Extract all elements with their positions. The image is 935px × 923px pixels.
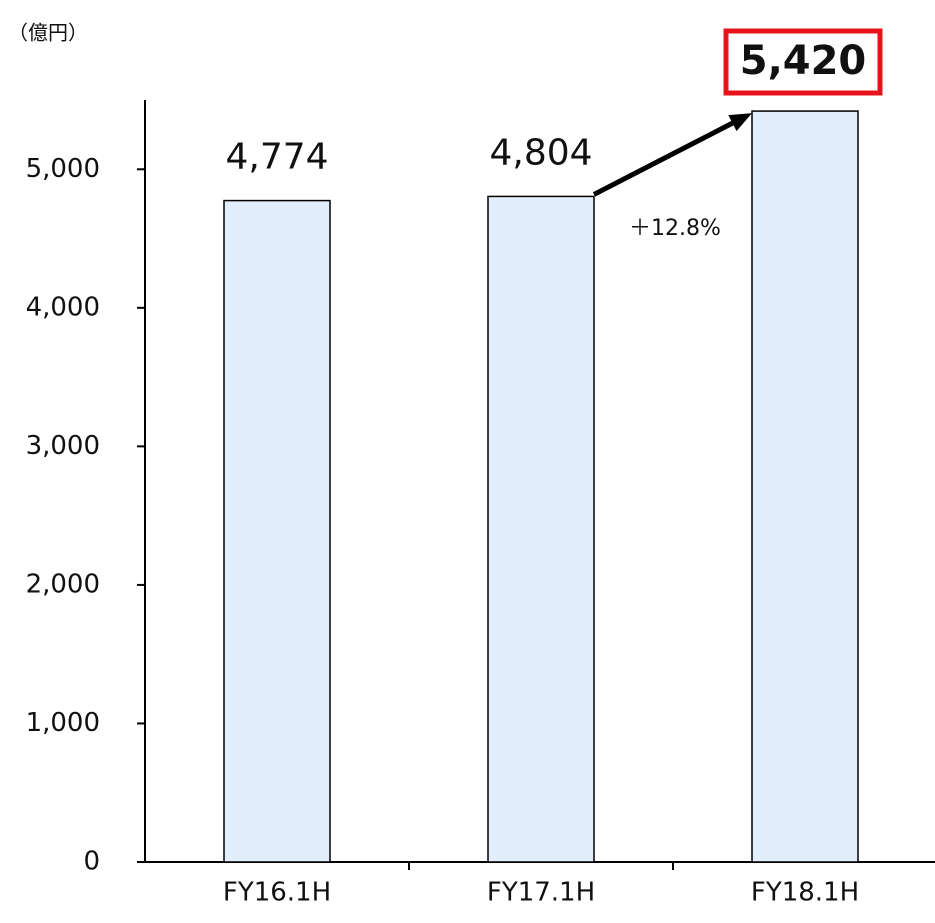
growth-arrow xyxy=(592,120,734,197)
bar xyxy=(223,199,331,863)
arrow-head xyxy=(728,113,752,132)
value-label: 4,774 xyxy=(225,137,328,178)
value-label: 4,804 xyxy=(489,132,592,173)
x-tick-label: FY18.1H xyxy=(751,878,859,908)
unit-label: （億円） xyxy=(8,21,88,45)
bar xyxy=(487,195,595,863)
y-tick-label: 1,000 xyxy=(26,708,100,738)
y-tick-label: 5,000 xyxy=(26,154,100,184)
value-label: 5,420 xyxy=(740,38,867,84)
y-tick-label: 0 xyxy=(83,847,100,877)
bar xyxy=(751,110,859,863)
y-tick-label: 2,000 xyxy=(26,569,100,599)
y-tick-label: 3,000 xyxy=(26,431,100,461)
y-tick-label: 4,000 xyxy=(26,292,100,322)
growth-annotation: ＋12.8% xyxy=(629,216,721,241)
x-tick-label: FY17.1H xyxy=(487,878,595,908)
x-tick-label: FY16.1H xyxy=(223,878,331,908)
highlight-box xyxy=(723,28,883,96)
